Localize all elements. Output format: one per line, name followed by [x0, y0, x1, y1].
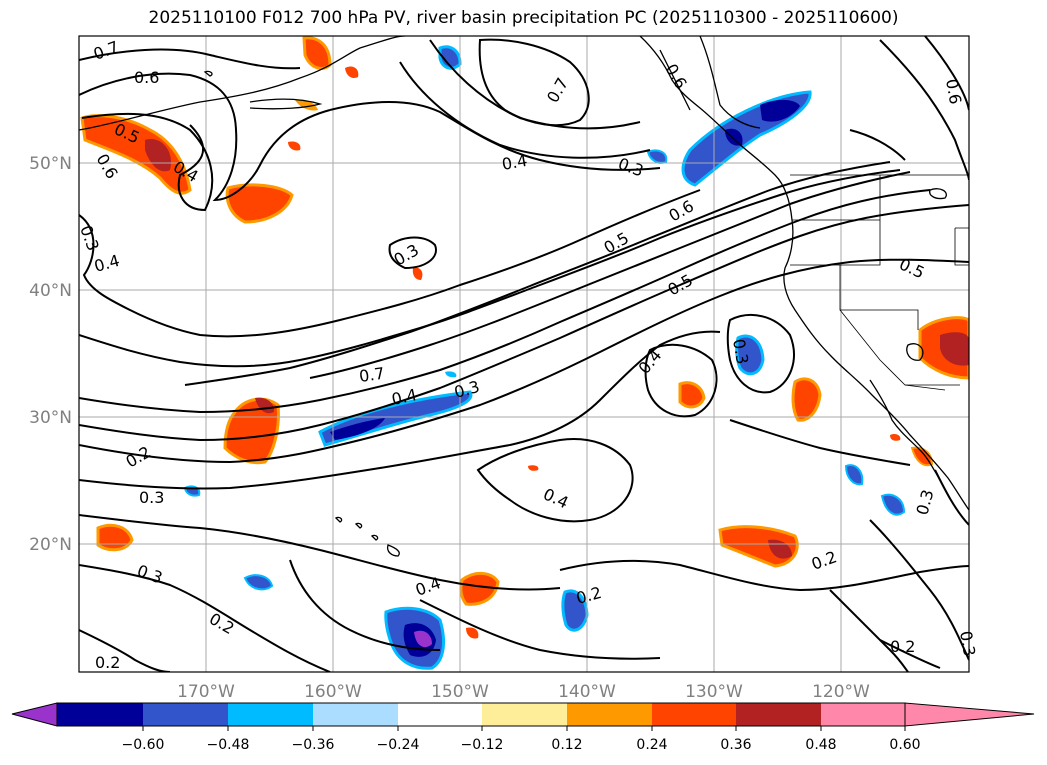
precip-blob-positive	[80, 114, 192, 195]
contour-label: 0.3	[956, 629, 979, 657]
precip-blob-negative	[561, 589, 589, 632]
precip-blob-positive	[791, 377, 822, 422]
colorbar-segment	[398, 703, 482, 726]
precip-blob-negative	[646, 149, 668, 164]
colorbar-segment	[313, 703, 398, 726]
lon-label: 130°W	[685, 682, 743, 702]
colorbar-segment	[228, 703, 313, 726]
colorbar-tick-label: 0.36	[720, 737, 751, 753]
contour-label: 0.7	[358, 364, 386, 386]
colorbar-segment	[567, 703, 652, 726]
precip-blob-positive	[459, 572, 500, 606]
colorbar-extend-low	[11, 702, 58, 727]
colorbar-ticks	[142, 726, 906, 731]
lon-label: 120°W	[812, 682, 870, 702]
colorbar-tick-label: 0.48	[805, 737, 836, 753]
colorbar-tick-label: 0.24	[636, 737, 667, 753]
precip-blob-positive	[940, 332, 969, 366]
precip-blob-positive	[910, 446, 934, 467]
colorbar-tick-label: 0.12	[551, 737, 582, 753]
precip-blob-positive	[412, 267, 423, 280]
longitude-labels: 170°W 160°W 150°W 140°W 130°W 120°W	[177, 682, 870, 702]
lat-label: 40°N	[29, 281, 72, 301]
precip-blob-negative	[330, 418, 385, 440]
precip-blob-negative	[760, 99, 800, 122]
precip-blob-negative	[725, 128, 743, 146]
precip-blob-positive	[466, 627, 479, 639]
lat-label: 50°N	[29, 154, 72, 174]
pv-contours	[79, 36, 969, 672]
map-panel	[79, 36, 969, 672]
precip-blob-negative	[445, 371, 457, 378]
lat-label: 30°N	[29, 408, 72, 428]
colorbar-segment	[736, 703, 821, 726]
precip-blob-positive	[890, 433, 901, 441]
map-frame	[78, 35, 970, 673]
precip-blob-negative	[735, 334, 765, 376]
map-title: 2025110100 F012 700 hPa PV, river basin …	[148, 8, 899, 28]
colorbar: −0.60 −0.48 −0.36 −0.24 −0.12 0.12 0.24 …	[11, 702, 1035, 753]
precip-blob-negative	[880, 493, 906, 516]
lat-label: 20°N	[29, 535, 72, 555]
contour-label: 0.2	[95, 653, 120, 672]
contour-label: 0.4	[390, 385, 419, 409]
contour-label: 0.6	[942, 77, 965, 105]
colorbar-segment	[821, 703, 905, 726]
colorbar-segment	[482, 703, 567, 726]
colorbar-tick-label: 0.60	[889, 737, 920, 753]
precip-blob-negative	[243, 574, 274, 591]
precip-blob-positive	[295, 99, 318, 111]
contour-label: 0.4	[500, 151, 528, 174]
colorbar-tick-label: −0.12	[461, 737, 504, 753]
colorbar-tick-label: −0.60	[122, 737, 165, 753]
colorbar-tick-label: −0.36	[292, 737, 335, 753]
contour-label: 0.3	[139, 488, 164, 507]
lon-label: 150°W	[431, 682, 489, 702]
contour-label: 0.6	[134, 68, 159, 87]
latitude-labels: 50°N 40°N 30°N 20°N	[29, 154, 72, 555]
precip-blob-positive	[528, 465, 539, 471]
precip-blob-negative	[414, 630, 432, 648]
colorbar-segment	[143, 703, 228, 726]
lon-label: 170°W	[177, 682, 235, 702]
precip-blob-negative	[844, 464, 864, 486]
lon-label: 140°W	[558, 682, 616, 702]
contour-label: 0.2	[890, 637, 915, 656]
colorbar-segment	[652, 703, 736, 726]
precip-blob-positive	[255, 397, 275, 414]
lon-label: 160°W	[304, 682, 362, 702]
colorbar-extend-high	[904, 702, 1035, 727]
colorbar-tick-label: −0.24	[377, 737, 420, 753]
precip-blob-positive	[345, 66, 359, 78]
precip-blob-positive	[288, 141, 301, 151]
precip-blob-positive	[225, 183, 294, 224]
colorbar-segment	[57, 703, 143, 726]
precip-blob-positive	[678, 381, 706, 409]
contour-label: 0.3	[729, 337, 752, 365]
colorbar-outline	[56, 702, 906, 727]
colorbar-tick-label: −0.48	[207, 737, 250, 753]
